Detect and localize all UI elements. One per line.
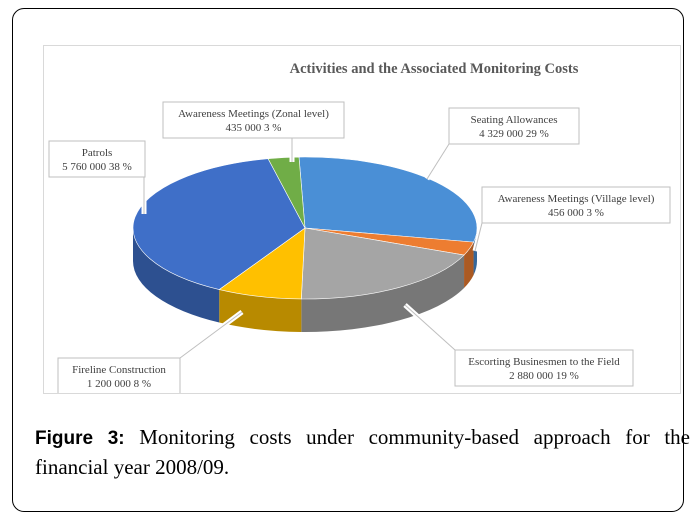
data-label-box-4 xyxy=(48,140,146,178)
data-label-value-0: 4 329 000 29 % xyxy=(479,128,549,140)
pie-chart: Activities and the Associated Monitoring… xyxy=(48,61,671,393)
data-label-name-3: Fireline Construction xyxy=(72,364,166,376)
pie-slice-0 xyxy=(298,156,478,243)
caption-figure-label: Figure 3: xyxy=(35,428,125,449)
chart-area: Activities and the Associated Monitoring… xyxy=(43,45,681,394)
data-label-box-3 xyxy=(57,357,181,393)
data-label-box-5 xyxy=(162,101,345,139)
data-label-name-4: Patrols xyxy=(82,147,113,159)
pie-side-1 xyxy=(464,242,474,289)
data-label-value-4: 5 760 000 38 % xyxy=(62,161,132,173)
data-label-box-0 xyxy=(448,107,580,145)
data-label-value-5: 435 000 3 % xyxy=(226,122,282,134)
pie-side-2 xyxy=(301,255,465,332)
data-label-value-3: 1 200 000 8 % xyxy=(87,378,151,390)
pie-slice-4 xyxy=(132,158,306,290)
caption-text: Monitoring costs under community-based a… xyxy=(35,425,691,479)
data-label-value-2: 2 880 000 19 % xyxy=(509,370,579,382)
data-label-box-2 xyxy=(454,349,634,387)
data-label-value-1: 456 000 3 % xyxy=(548,207,604,219)
data-label-name-5: Awareness Meetings (Zonal level) xyxy=(178,108,329,120)
data-label-box-1 xyxy=(481,186,671,224)
pie-slice-2 xyxy=(301,227,465,300)
figure-frame: Activities and the Associated Monitoring… xyxy=(12,8,690,512)
figure-caption: Figure 3: Monitoring costs under communi… xyxy=(35,423,690,482)
data-label-name-0: Seating Allowances xyxy=(470,114,557,126)
chart-title: Activities and the Associated Monitoring… xyxy=(290,61,579,77)
pie-side-3 xyxy=(219,289,302,332)
pie-slice-5 xyxy=(267,156,306,229)
data-label-name-2: Escorting Businesmen to the Field xyxy=(468,356,620,368)
data-label-name-1: Awareness Meetings (Village level) xyxy=(498,193,655,205)
